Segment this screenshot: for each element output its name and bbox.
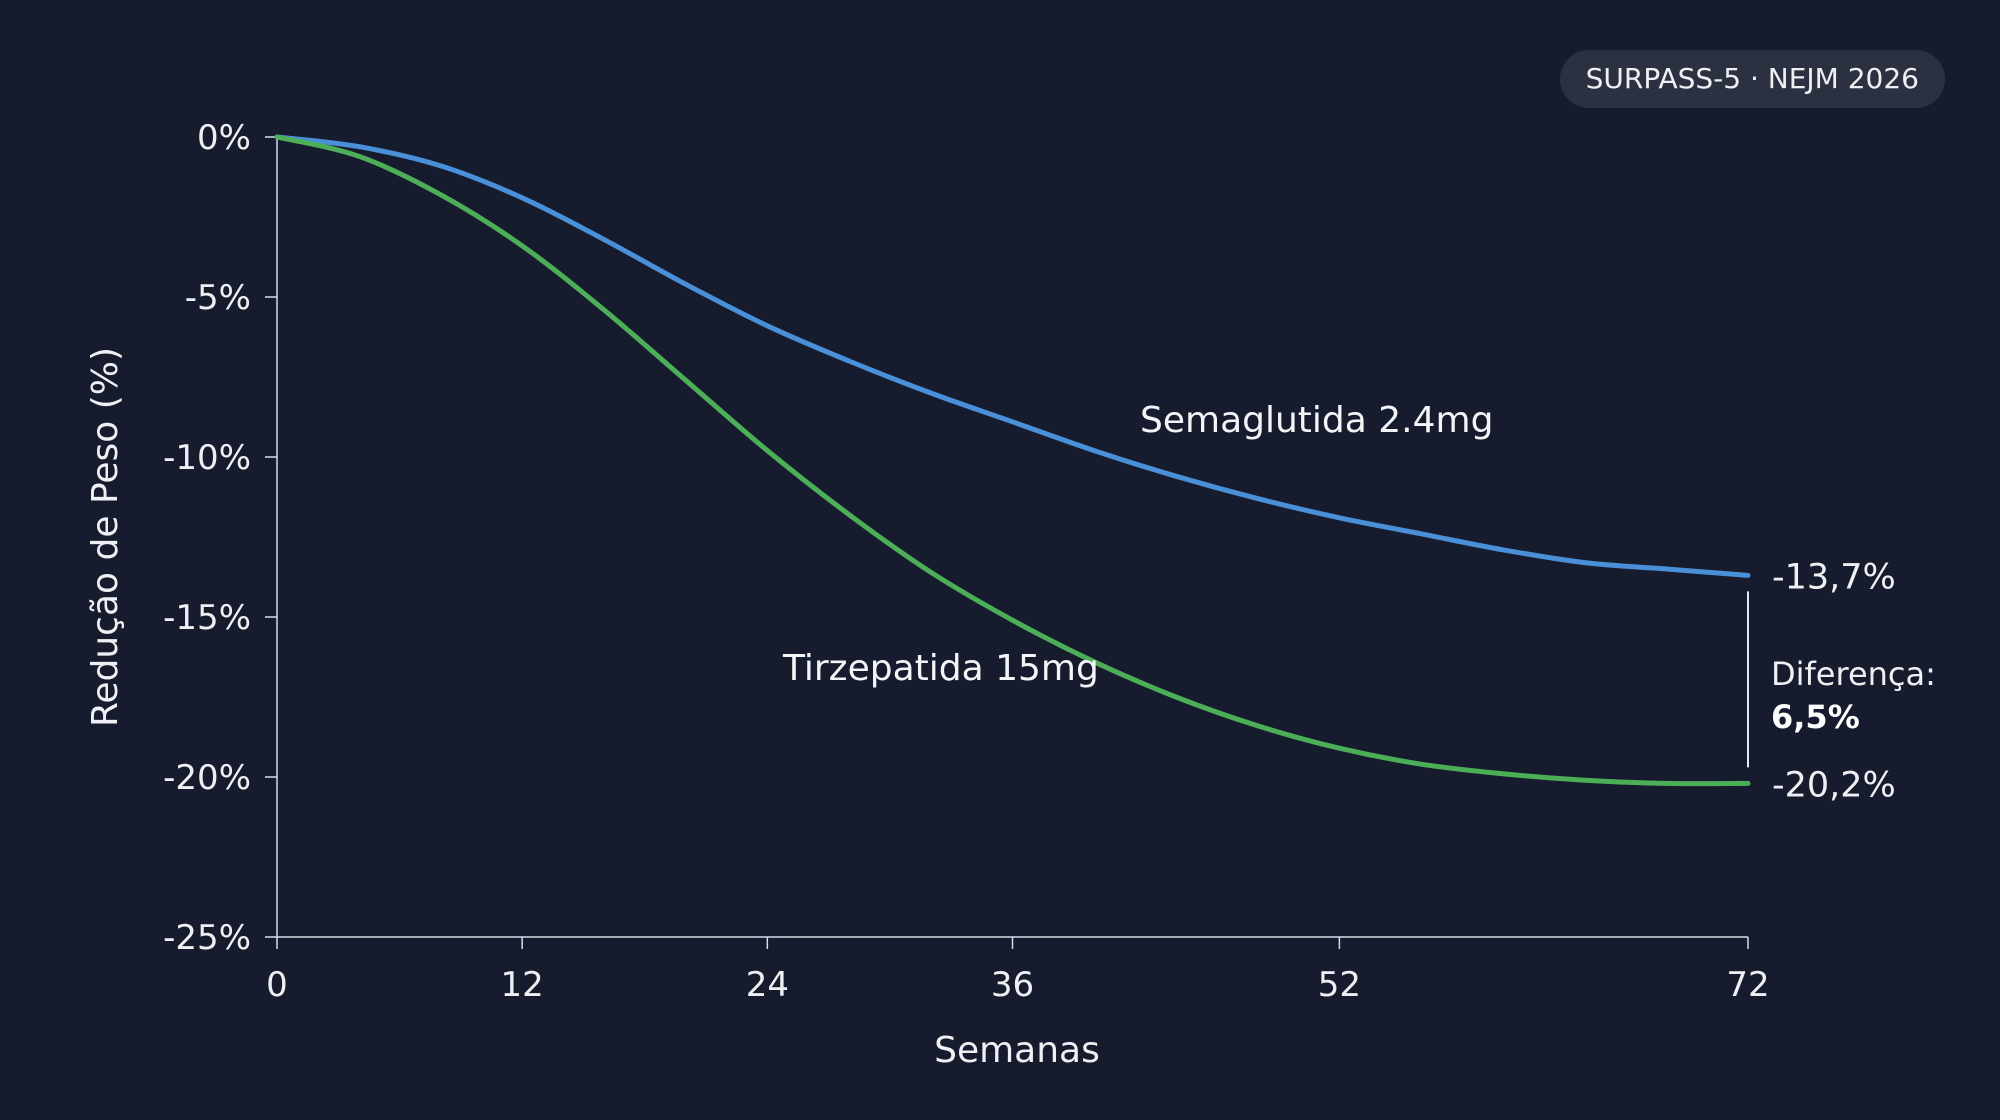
series-line-2 [274,134,1751,787]
y-tick-label: -5% [185,278,251,318]
difference-label: Diferença: [1771,655,1936,693]
y-tick-label: -10% [163,438,251,478]
axes: 0% -5% -10% -15% -20% -25% 0 12 24 36 52 72 Semanas R… [85,118,1770,1071]
series-lines [274,134,1751,787]
series-line-1 [274,134,1751,578]
x-tick-label: 36 [991,965,1034,1005]
difference-value: 6,5% [1771,698,1860,736]
series-name-label-1: Semaglutida 2.4mg [1140,400,1493,441]
y-tick-label: -20% [163,758,251,798]
chart-labels: -13,7% Semaglutida 2.4mg -20,2% Tirzepatida… [782,400,1936,805]
y-tick-label: -15% [163,598,251,638]
end-value-label-1: -13,7% [1772,557,1896,597]
x-tick-label: 52 [1318,965,1361,1005]
study-badge: SURPASS-5 · NEJM 2026 [1559,50,1945,108]
x-tick-label: 72 [1726,965,1769,1005]
series-name-label-2: Tirzepatida 15mg [782,648,1099,689]
end-value-label-2: -20,2% [1772,765,1896,805]
x-tick-label: 24 [746,965,789,1005]
x-tick-label: 0 [266,965,288,1005]
y-axis-label: Redução de Peso (%) [85,347,126,727]
y-tick-label: -25% [163,918,251,958]
x-tick-label: 12 [501,965,544,1005]
y-tick-label: 0% [197,118,251,158]
x-axis-label: Semanas [934,1030,1100,1071]
